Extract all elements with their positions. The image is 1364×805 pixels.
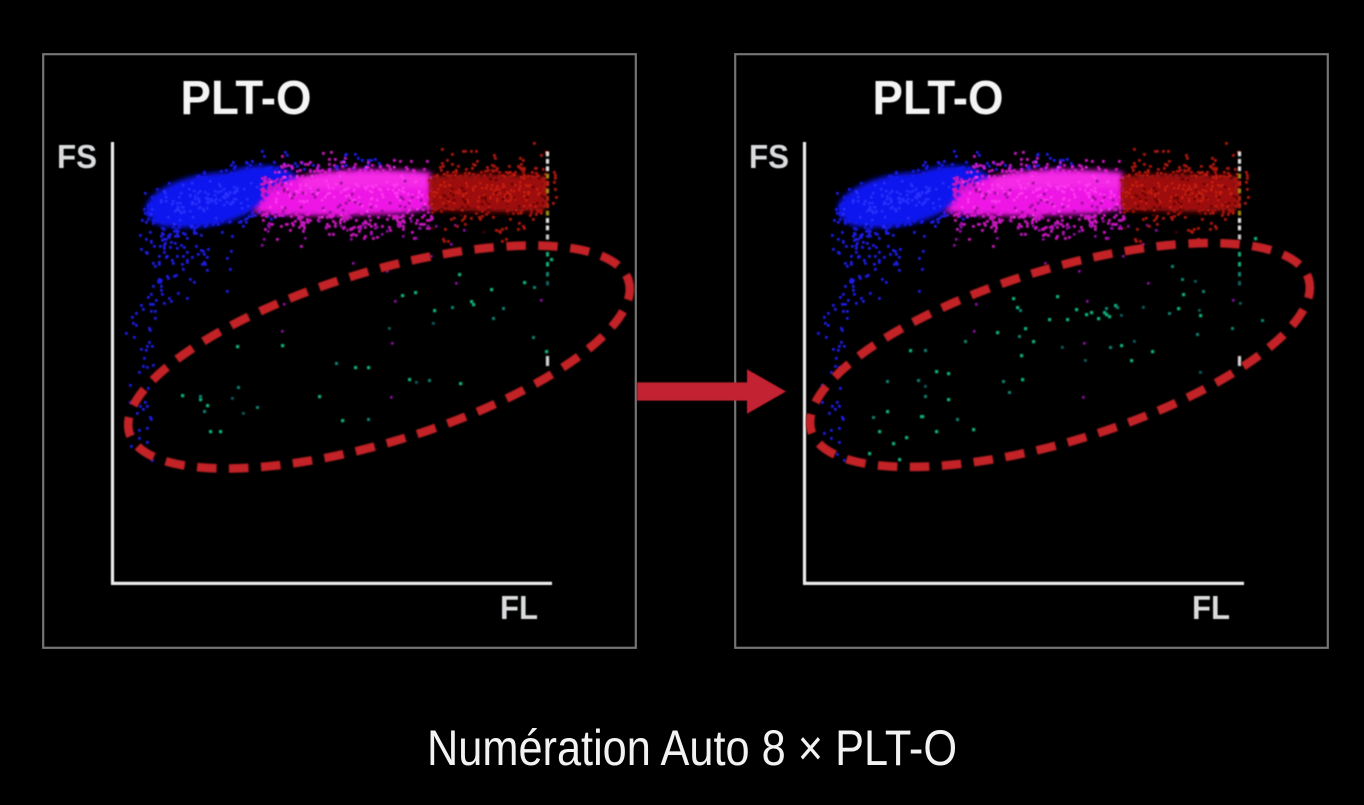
svg-text:FL: FL — [500, 589, 538, 626]
svg-text:FL: FL — [1192, 589, 1230, 626]
svg-text:FS: FS — [749, 138, 789, 175]
svg-text:PLT-O: PLT-O — [181, 72, 312, 125]
svg-text:PLT-O: PLT-O — [873, 72, 1004, 125]
svg-text:Numération Auto 8 × PLT-O: Numération Auto 8 × PLT-O — [427, 720, 957, 776]
svg-text:FS: FS — [57, 138, 97, 175]
